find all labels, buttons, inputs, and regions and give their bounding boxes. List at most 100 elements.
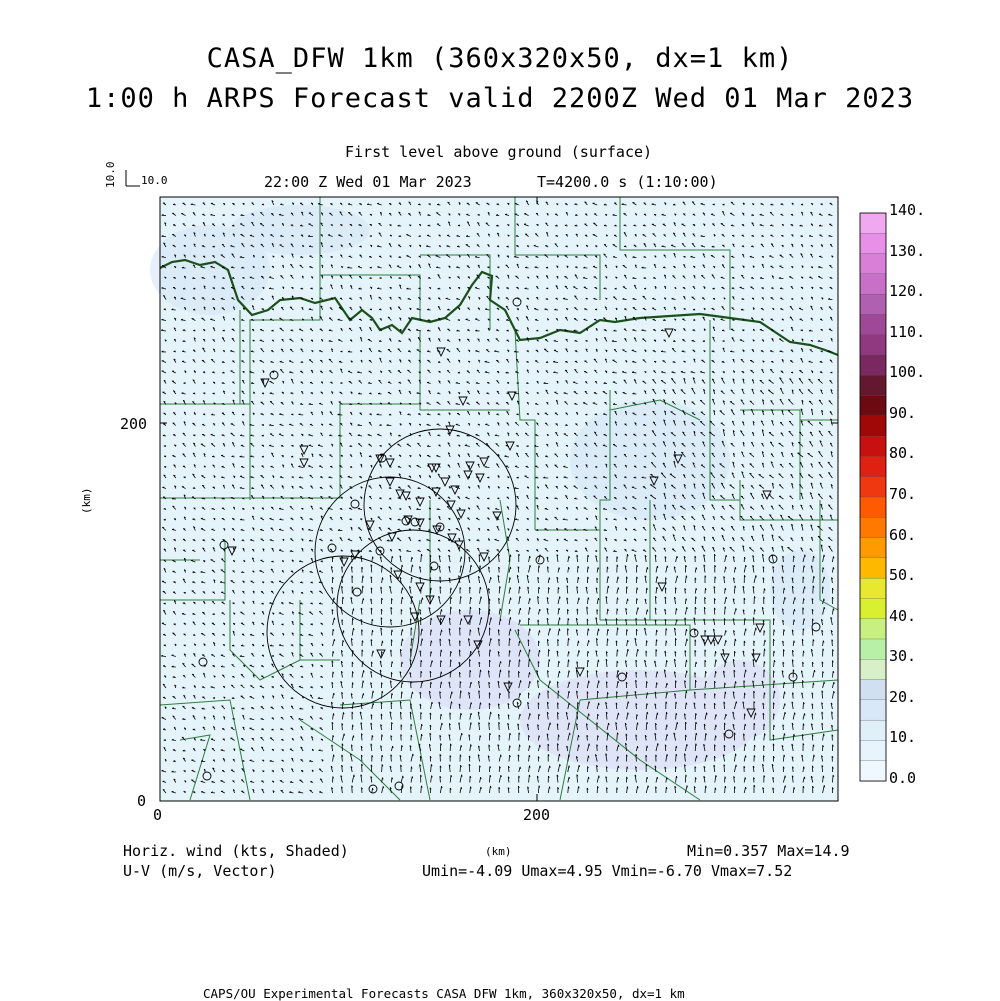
wind-vector-head [527, 518, 529, 519]
wind-vector-head [573, 382, 575, 383]
wind-vector-head [243, 371, 245, 372]
wind-vector-head [682, 516, 684, 517]
wind-vector-head [331, 298, 333, 299]
wind-vector-head [750, 464, 752, 465]
wind-vector-head [466, 319, 468, 320]
wind-vector-head [623, 445, 625, 446]
wind-vector-head [527, 246, 529, 247]
wind-vector-head [545, 456, 547, 457]
wind-vector-head [584, 319, 586, 320]
wind-vector-head [281, 496, 283, 497]
wind-vector-head [595, 551, 597, 552]
wind-vector-head [556, 486, 558, 487]
wind-vector-head [447, 246, 449, 247]
wind-vector-head [555, 498, 557, 499]
wind-vector-head [721, 277, 723, 278]
wind-vector-head [429, 508, 431, 509]
wind-vector-head [779, 537, 781, 538]
wind-vector-head [389, 370, 391, 371]
wind-vector-head [341, 550, 343, 551]
wind-vector-head [428, 370, 430, 371]
wind-vector-head [458, 225, 460, 226]
wind-vector-head [477, 540, 479, 541]
wind-vector-head [681, 390, 683, 391]
wind-vector-head [643, 296, 645, 297]
wind-vector-head [242, 498, 244, 499]
wind-vector-head [222, 466, 224, 467]
wind-vector-head [475, 287, 477, 288]
wind-vector-head [730, 547, 732, 548]
wind-vector-head [644, 203, 646, 204]
wind-vector-head [174, 351, 176, 352]
wind-vector-head [398, 466, 400, 467]
wind-vector-head [360, 298, 362, 299]
wind-vector-head [516, 445, 518, 446]
wind-vector-head [261, 234, 263, 235]
wind-vector-head [184, 245, 186, 246]
wind-vector-head [201, 582, 203, 583]
wind-vector-head [475, 350, 477, 351]
wind-vector-head [603, 414, 605, 415]
wind-vector-head [250, 539, 252, 540]
wind-vector-head [417, 308, 419, 309]
wind-vector-head [603, 477, 605, 478]
wind-vector-head [242, 286, 244, 287]
wind-vector-head [369, 456, 371, 457]
wind-vector-head [360, 413, 362, 414]
wind-vector-head [485, 424, 487, 425]
wind-vector-head [250, 277, 252, 278]
wind-vector-head [398, 529, 400, 530]
wind-vector-head [380, 403, 382, 404]
wind-vector-head [712, 443, 714, 444]
wind-vector-head [193, 519, 195, 520]
wind-vector-head [661, 372, 663, 373]
wind-vector-head [290, 307, 292, 308]
wind-vector-head [321, 235, 323, 236]
wind-vector-head [321, 382, 323, 383]
wind-vector-head [700, 400, 702, 401]
wind-vector-head [201, 266, 203, 267]
wind-vector-head [301, 444, 303, 445]
wind-vector-head [350, 467, 352, 468]
wind-vector-head [476, 443, 478, 444]
wind-vector-head [279, 550, 281, 551]
wind-vector-head [516, 433, 518, 434]
wind-vector-head [622, 371, 624, 372]
wind-vector-head [408, 351, 410, 352]
wind-vector-head [741, 359, 743, 360]
wind-vector-head [318, 445, 320, 446]
wind-vector-head [271, 507, 273, 508]
wind-vector-head [377, 267, 379, 268]
wind-vector-head [691, 371, 693, 372]
wind-vector-head [250, 235, 252, 236]
wind-vector-head [467, 339, 469, 340]
wind-vector-head [260, 340, 262, 341]
wind-vector-head [390, 456, 392, 457]
wind-vector-head [713, 204, 715, 205]
wind-vector-head [760, 224, 762, 225]
wind-vector-head [780, 422, 782, 423]
wind-vector [587, 555, 588, 562]
wind-vector-head [399, 455, 401, 456]
wind-vector-head [262, 424, 264, 425]
wind-vector-head [350, 497, 352, 498]
wind-vector-head [741, 496, 743, 497]
wind-vector-head [536, 213, 538, 214]
wind-vector-head [751, 486, 753, 487]
wind-vector-head [805, 555, 806, 557]
wind-vector-head [545, 508, 547, 509]
wind-vector-head [164, 277, 166, 278]
wind-vector-head [692, 475, 694, 476]
wind-vector-head [251, 477, 253, 478]
wind-vector-head [270, 485, 272, 486]
wind-vector-head [412, 565, 413, 567]
wind-vector-head [408, 360, 410, 361]
wind-vector-head [241, 445, 243, 446]
wind-vector-head [507, 225, 509, 226]
wind-vector-head [292, 287, 294, 288]
wind-vector-head [605, 298, 607, 299]
wind-vector-head [253, 340, 255, 341]
wind-vector-head [230, 245, 232, 246]
wind-vector-head [465, 445, 467, 446]
wind-vector-head [821, 329, 823, 330]
